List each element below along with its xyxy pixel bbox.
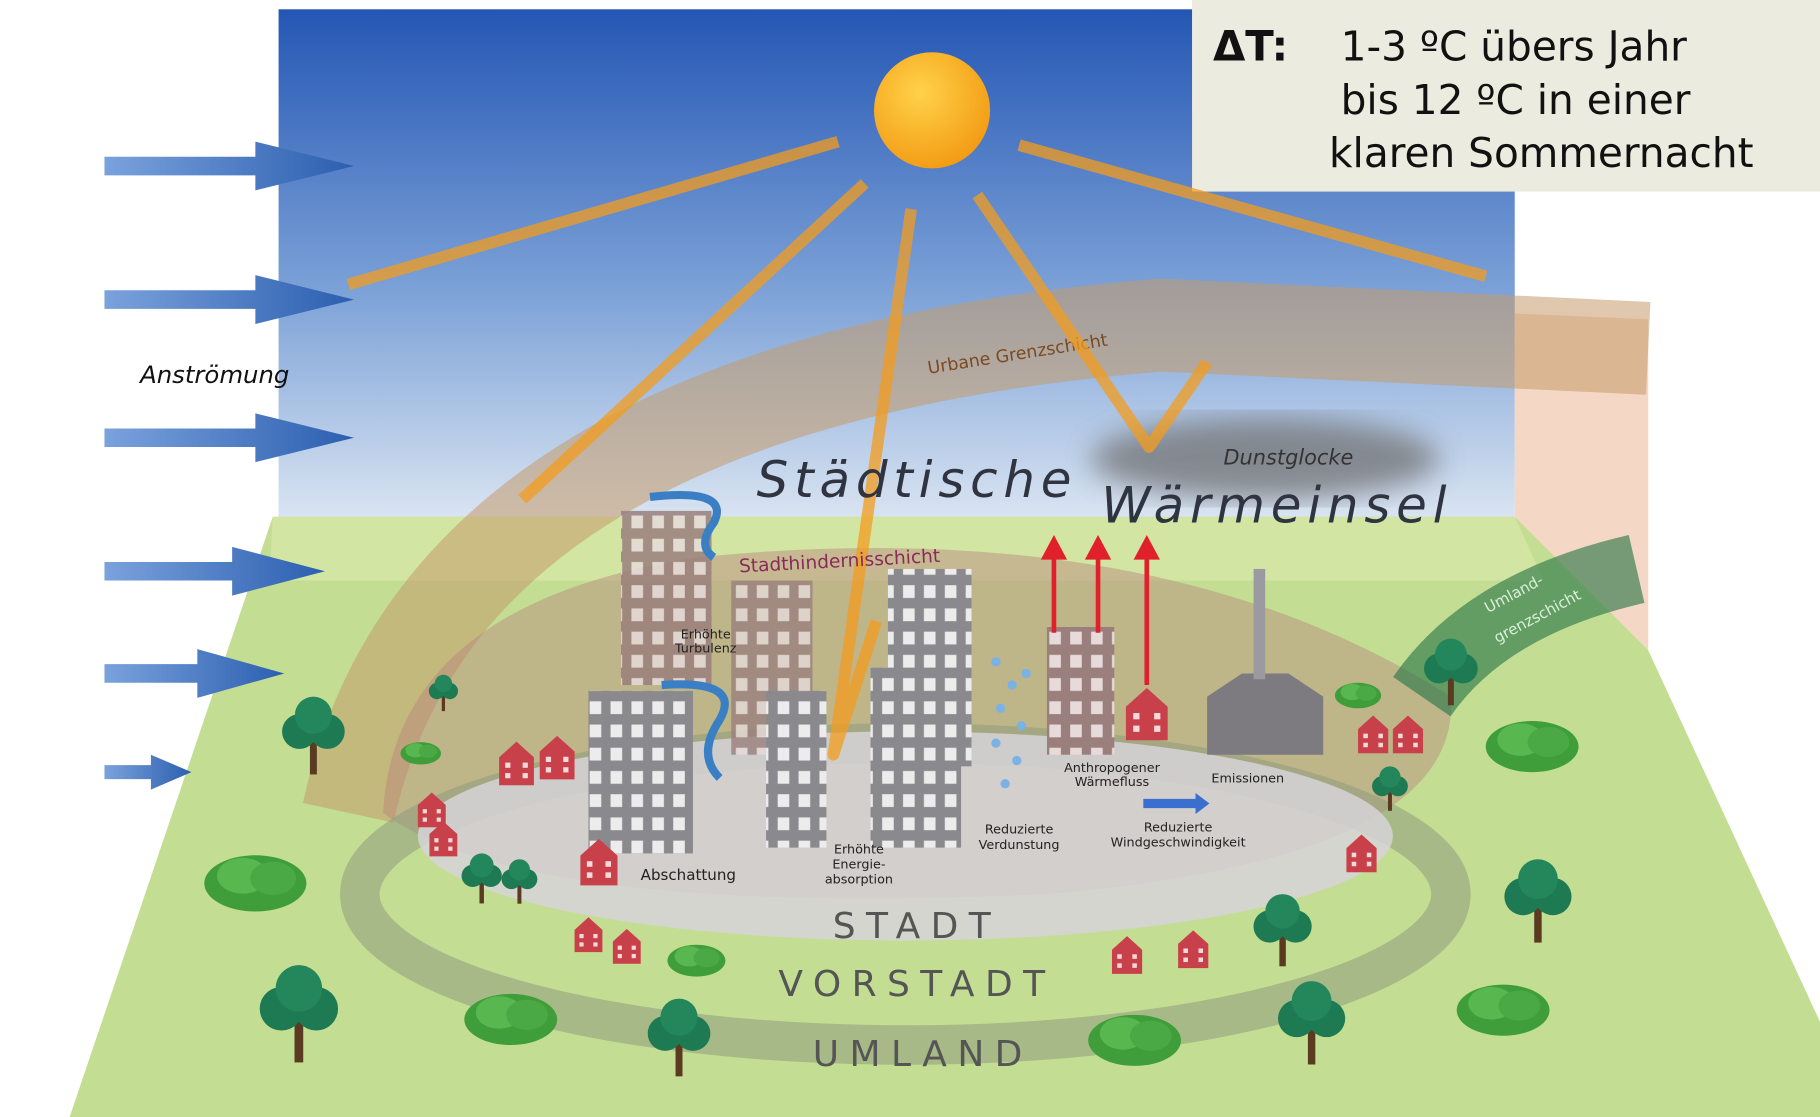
- anthropogenic-label: Wärmefluss: [1075, 775, 1150, 790]
- info-line: klaren Sommernacht: [1329, 129, 1754, 177]
- zone-label: VORSTADT: [778, 964, 1055, 1005]
- inflow-label: Anströmung: [138, 360, 289, 389]
- absorption-label: Energie-: [832, 858, 885, 873]
- urban-boundary-layer: [302, 278, 1651, 823]
- wind-arrow: [1143, 793, 1210, 814]
- heat-arrows: [1040, 534, 1160, 686]
- evaporation-drops: [991, 657, 1031, 789]
- info-line: 1-3 ºC übers Jahr: [1341, 22, 1688, 70]
- anthropogenic-label: Anthropogener: [1064, 761, 1160, 776]
- info-box: [1192, 0, 1820, 192]
- wind-label: Reduzierte: [1144, 820, 1213, 835]
- absorption-label: absorption: [825, 873, 893, 888]
- sun: [874, 52, 991, 169]
- buildings: [588, 510, 1324, 854]
- haze-label: Dunstglocke: [1223, 445, 1353, 469]
- turbulence-label: Turbulenz: [674, 642, 737, 657]
- evaporation-label: Verdunstung: [979, 838, 1060, 853]
- emissions-label: Emissionen: [1211, 772, 1284, 787]
- zone-label: STADT: [833, 906, 1002, 947]
- zone-label: UMLAND: [813, 1034, 1033, 1075]
- heat-island-title: Städtische: [757, 451, 1078, 509]
- absorption-label: Erhöhte: [834, 842, 884, 857]
- turbulence-label: Erhöhte: [681, 628, 731, 643]
- info-label: ΔT:: [1213, 21, 1288, 70]
- sun-rays: [346, 136, 1488, 761]
- shading-label: Abschattung: [641, 866, 736, 884]
- haze: [1091, 418, 1440, 500]
- info-line: bis 12 ºC in einer: [1341, 76, 1691, 124]
- turbulence-swirls: [649, 490, 729, 781]
- wind-label: Windgeschwindigkeit: [1111, 835, 1246, 850]
- inflow-arrows: [104, 141, 355, 790]
- evaporation-label: Reduzierte: [985, 823, 1054, 838]
- heat-island-title: Wärmeinsel: [1101, 476, 1452, 534]
